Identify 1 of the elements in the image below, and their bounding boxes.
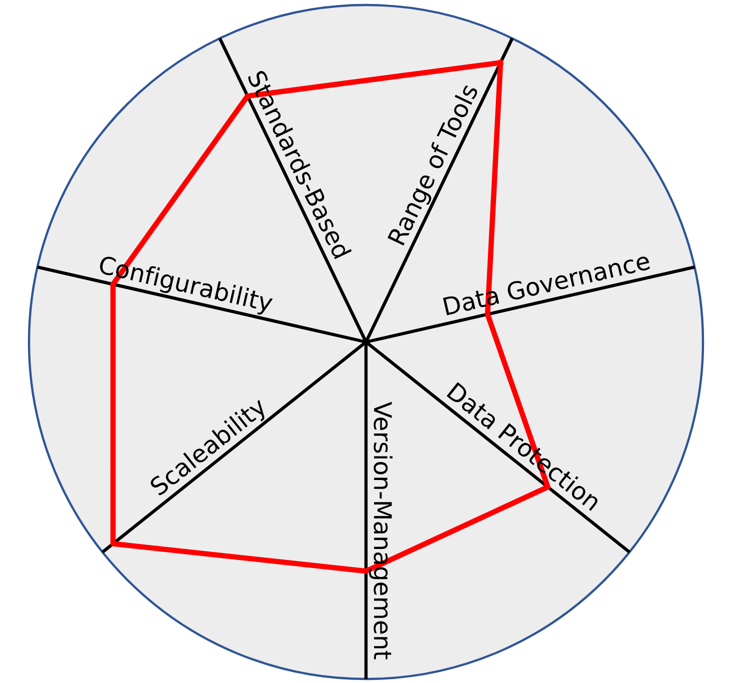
spoke-label: Version-Management xyxy=(369,402,393,660)
